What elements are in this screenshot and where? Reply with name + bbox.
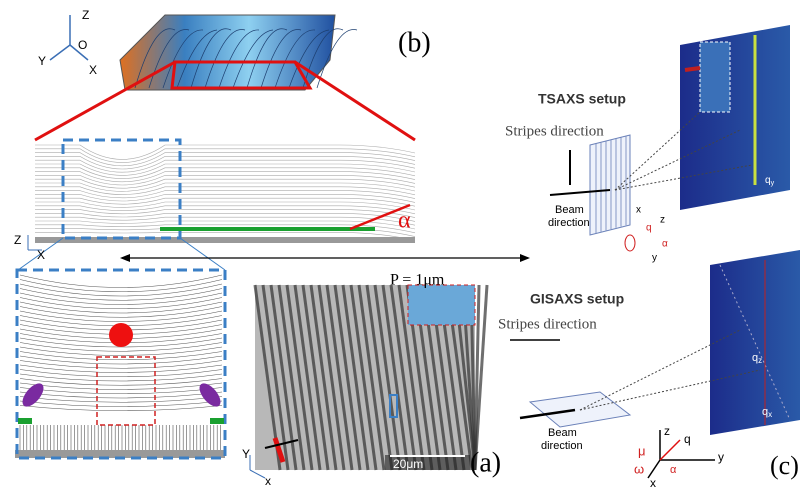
q-sub: y <box>771 180 775 187</box>
flat-region <box>18 418 32 424</box>
lamella <box>20 383 222 390</box>
axis <box>250 470 265 478</box>
stripes-label: Stripes direction <box>498 316 597 332</box>
axis-label: α <box>670 464 677 476</box>
axis-label: ω <box>634 461 644 476</box>
axis-label: z <box>660 215 665 226</box>
axis-label: O <box>78 38 87 52</box>
axis-label: Z <box>82 8 89 22</box>
setup-title: TSAXS setup <box>538 91 626 107</box>
lamella <box>20 379 222 386</box>
axis-label: q <box>646 223 652 234</box>
lamella <box>20 401 222 407</box>
panel-label: (a) <box>470 447 501 478</box>
axis-label: y <box>652 253 657 264</box>
q-sub: z <box>758 356 762 365</box>
rotation <box>625 235 635 251</box>
inset <box>408 285 475 325</box>
streak <box>685 68 700 70</box>
lamella <box>20 307 222 318</box>
axis-label: Y <box>38 54 46 68</box>
angle-label: α <box>398 208 411 234</box>
panel-label: (b) <box>398 27 431 58</box>
lamella <box>20 311 222 322</box>
scale-bar-label: 20μm <box>393 457 423 471</box>
lamella <box>20 370 222 377</box>
flat-region <box>210 418 224 424</box>
axis-label: z <box>664 424 670 438</box>
axis-label: x <box>265 474 271 488</box>
zoom-line <box>295 62 415 140</box>
q-sub: x <box>768 410 772 419</box>
axis-label: α <box>662 239 668 250</box>
period-label: P = 1μm <box>390 272 445 289</box>
beam-label: direction <box>541 440 583 452</box>
substrate <box>35 237 415 243</box>
lamella <box>20 302 222 313</box>
axis-label: Y <box>242 447 250 461</box>
beam-label: Beam <box>555 204 584 216</box>
lamella <box>35 156 415 169</box>
stripes-label: Stripes direction <box>505 123 604 139</box>
q-vector <box>660 440 680 460</box>
axis <box>50 45 70 60</box>
axis-label: x <box>636 205 641 216</box>
setup-title: GISAXS setup <box>530 291 624 307</box>
lamella <box>20 397 222 403</box>
defect-box <box>97 357 155 425</box>
axis-label: y <box>718 450 724 464</box>
arrow-head <box>520 254 530 262</box>
zoom-line <box>35 62 175 140</box>
beam-label: Beam <box>548 427 577 439</box>
lamella <box>20 374 222 381</box>
lamella <box>35 164 415 175</box>
detector-inset <box>700 42 730 112</box>
lamella <box>20 388 222 394</box>
panel-label: (c) <box>770 451 799 480</box>
axis-label: X <box>37 248 45 262</box>
lamella <box>35 160 415 172</box>
drawing <box>15 15 800 478</box>
beam-label: direction <box>548 217 590 229</box>
axis-label: q <box>684 432 691 446</box>
lamella <box>20 361 222 369</box>
lamella <box>35 145 415 159</box>
lamella <box>20 298 222 309</box>
defect-core <box>109 323 133 347</box>
axis-label: μ <box>638 443 646 458</box>
arrow-head <box>120 254 130 262</box>
lamella <box>20 365 222 373</box>
axis-label: X <box>89 63 97 77</box>
lamella <box>20 392 222 398</box>
axis-label: Z <box>14 233 21 247</box>
axis-label: x <box>650 476 656 489</box>
figure: (b) Z O Y X α Z X P = 1μm 20μm (a) Y x T… <box>0 0 804 489</box>
